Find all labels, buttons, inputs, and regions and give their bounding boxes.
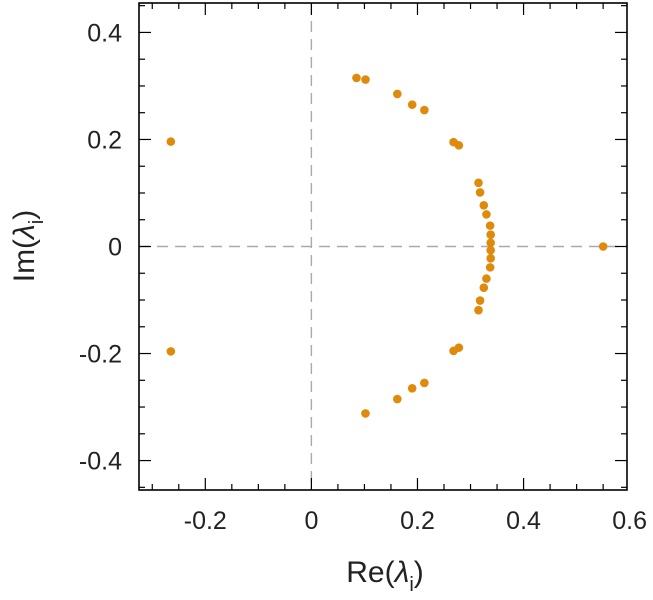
eigenvalue-point — [486, 245, 495, 255]
x-tick-label: 0.6 — [612, 507, 647, 535]
eigenvalue-point — [482, 274, 491, 283]
x-axis-label: Re(λi) — [346, 556, 424, 596]
y-tick-label: 0 — [108, 234, 122, 262]
eigenvalue-point — [393, 89, 402, 99]
eigenvalue-point — [420, 378, 429, 388]
eigenvalue-point — [482, 210, 491, 219]
eigenvalue-point — [474, 305, 483, 315]
x-tick-labels: -0.2 0 0.2 0.4 0.6 — [184, 507, 647, 535]
y-tick-labels: -0.4 -0.2 0 0.2 0.4 — [79, 19, 122, 475]
x-tick-label: 0.2 — [400, 507, 435, 535]
x-tick-label: -0.2 — [184, 507, 227, 535]
eigenvalue-point — [474, 178, 483, 188]
eigenvalue-point — [420, 105, 429, 115]
eigenvalue-point — [454, 141, 464, 150]
eigenvalue-point — [393, 394, 402, 404]
eigenvalue-point — [486, 238, 495, 248]
eigenvalue-point — [361, 75, 370, 84]
eigenvalue-point — [166, 137, 176, 146]
eigenvalue-point — [479, 283, 489, 293]
eigenvalue-point — [485, 263, 495, 272]
eigenvalue-point — [485, 221, 495, 230]
axis-ticks — [139, 3, 627, 490]
eigenvalue-point — [352, 73, 361, 83]
y-tick-label: 0.2 — [87, 126, 122, 154]
eigenvalue-point — [454, 343, 464, 352]
plot-frame — [138, 2, 628, 491]
data-points — [166, 73, 608, 418]
eigenvalue-point — [361, 409, 370, 418]
x-tick-label: 0.4 — [506, 507, 541, 535]
eigenvalue-point — [598, 242, 608, 251]
eigenvalue-point — [475, 188, 485, 197]
eigenvalue-point — [479, 200, 489, 210]
y-tick-label: 0.4 — [87, 19, 122, 47]
eigenvalue-point — [486, 253, 495, 263]
eigenvalue-point — [486, 230, 495, 240]
eigenvalue-point — [407, 384, 417, 393]
y-axis-label: Im(λi) — [8, 210, 48, 283]
x-tick-label: 0 — [304, 507, 318, 535]
eigenvalue-point — [166, 347, 176, 356]
y-tick-label: -0.2 — [79, 341, 122, 369]
y-tick-label: -0.4 — [79, 448, 122, 476]
eigenvalue-point — [475, 296, 485, 305]
eigenvalue-point — [407, 100, 417, 109]
zero-lines — [139, 3, 627, 490]
